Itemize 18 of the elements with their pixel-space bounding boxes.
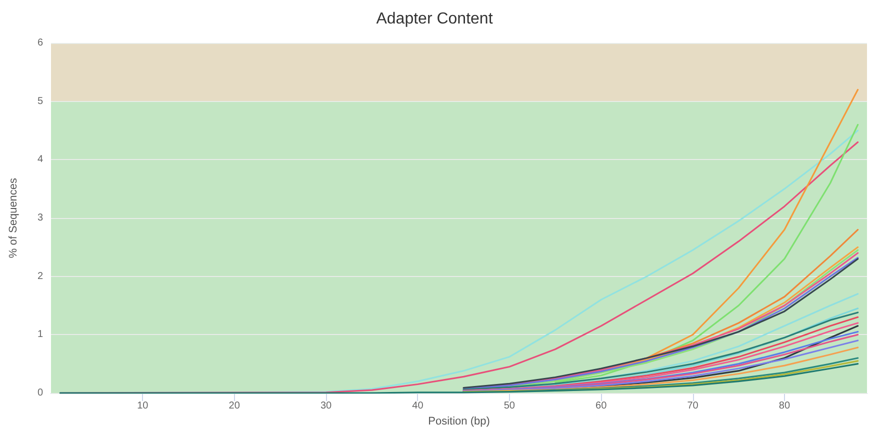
- x-tick-label: 10: [137, 400, 149, 412]
- chart-title: Adapter Content: [376, 10, 494, 28]
- y-tick-label: 2: [37, 270, 44, 282]
- y-tick-label: 6: [37, 38, 44, 48]
- x-tick-label: 20: [228, 400, 240, 412]
- x-tick-label: 60: [596, 400, 608, 412]
- y-tick-label: 3: [37, 212, 44, 224]
- x-tick-label: 30: [320, 400, 332, 412]
- x-axis-title: Position (bp): [428, 415, 490, 428]
- y-tick-label: 1: [37, 329, 44, 340]
- x-tick-label: 70: [687, 400, 699, 412]
- y-tick-label: 5: [37, 96, 44, 107]
- x-tick-label: 40: [412, 400, 424, 412]
- x-tick-label: 50: [504, 400, 516, 412]
- y-tick-label: 0: [37, 388, 44, 398]
- y-axis-title: % of Sequences: [8, 177, 20, 258]
- x-tick-label: 80: [778, 400, 790, 412]
- y-tick-label: 4: [37, 154, 44, 166]
